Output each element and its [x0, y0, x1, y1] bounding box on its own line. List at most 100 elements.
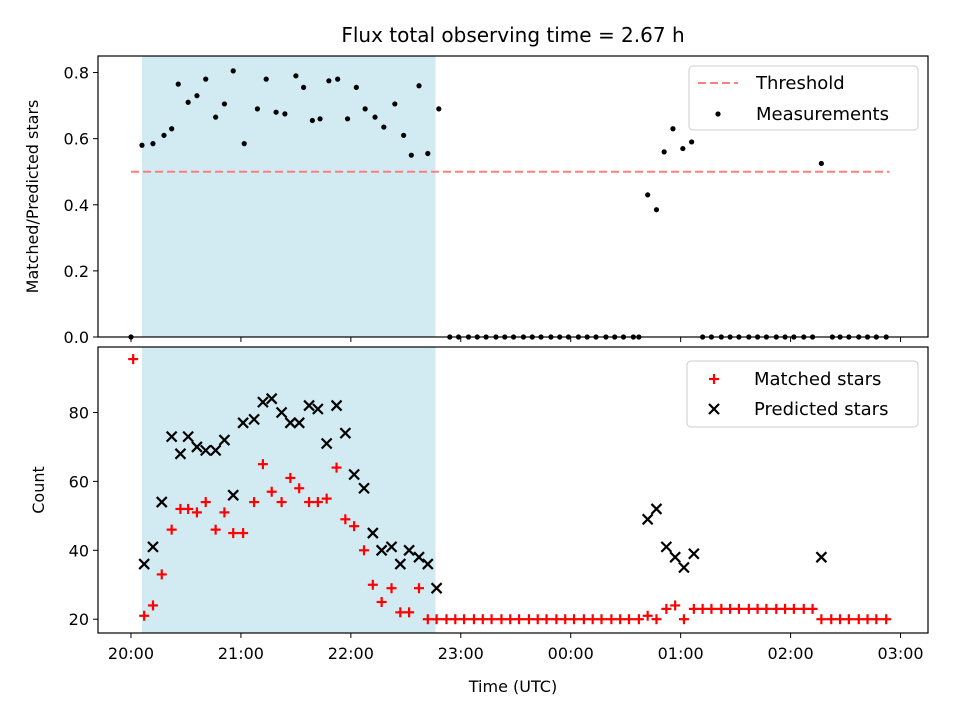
- matched-stars-point: [359, 545, 370, 556]
- matched-stars-point: [200, 497, 211, 508]
- predicted-stars-point: [257, 396, 269, 408]
- top-panel: 0.00.20.40.60.8 Matched/Predicted stars …: [23, 55, 929, 347]
- measurement-point: [344, 116, 351, 122]
- y-tick-label: 20: [69, 610, 89, 629]
- matched-stars-point: [843, 614, 854, 625]
- matched-stars-point: [486, 614, 497, 625]
- predicted-stars-point: [669, 551, 681, 563]
- x-tick-label: 00:00: [548, 644, 594, 663]
- measurement-point: [139, 142, 145, 148]
- matched-stars-point: [367, 579, 378, 590]
- matched-stars-point: [623, 614, 634, 625]
- x-tick-label: 21:00: [218, 644, 264, 663]
- matched-stars-point: [219, 507, 230, 518]
- predicted-stars-point: [155, 496, 168, 508]
- y-tick-label: 0.2: [64, 262, 89, 281]
- measurement-point: [161, 132, 167, 138]
- measurement-point: [645, 192, 651, 198]
- bottom-panel-marks: [128, 354, 892, 625]
- predicted-stars-point: [430, 582, 443, 594]
- predicted-stars-point: [358, 482, 370, 495]
- matched-stars-point: [210, 524, 221, 535]
- matched-stars-point: [569, 614, 580, 625]
- measurement-point: [680, 145, 686, 152]
- legend-predicted-swatch: [708, 403, 720, 415]
- measurement-point: [185, 99, 191, 105]
- matched-stars-point: [404, 607, 415, 618]
- measurement-point: [362, 106, 368, 112]
- bottom-panel-ylabel: Count: [29, 466, 48, 514]
- top-legend-box: [688, 65, 919, 131]
- matched-stars-point: [798, 603, 809, 614]
- matched-stars-point: [422, 614, 433, 625]
- top-panel-yticks: 0.0 0.2 0.4 0.6 0.8: [64, 64, 98, 347]
- matched-stars-point: [871, 614, 882, 625]
- predicted-stars-point: [375, 544, 388, 557]
- bottom-panel-shade: [141, 347, 436, 633]
- measurement-point: [401, 132, 407, 138]
- matched-stars-point: [183, 503, 194, 514]
- predicted-stars-point: [650, 503, 663, 515]
- y-tick-label: 0.8: [64, 64, 89, 83]
- matched-stars-point: [788, 603, 799, 614]
- measurement-point: [416, 83, 422, 89]
- matched-stars-point: [743, 603, 754, 614]
- predicted-stars-point: [339, 427, 352, 439]
- matched-stars-point: [514, 614, 525, 625]
- legend-predicted-label: Predicted stars: [754, 399, 888, 420]
- matched-stars-point: [661, 603, 672, 614]
- predicted-stars-point: [218, 434, 231, 446]
- matched-stars-point: [340, 514, 351, 525]
- matched-stars-point: [228, 528, 239, 539]
- bottom-panel-frame: [97, 346, 929, 634]
- matched-stars-point: [257, 459, 268, 470]
- measurement-point: [436, 106, 442, 112]
- measurement-point: [203, 76, 209, 82]
- y-tick-label: 0.4: [64, 196, 89, 215]
- matched-stars-point: [862, 614, 873, 625]
- measurement-point: [661, 149, 667, 155]
- matched-stars-point: [376, 596, 387, 607]
- matched-stars-point: [771, 603, 782, 614]
- top-panel-ylabel: Matched/Predicted stars: [23, 100, 42, 294]
- predicted-stars-point: [275, 406, 288, 419]
- matched-stars-point: [578, 614, 589, 625]
- matched-stars-point: [321, 493, 332, 504]
- measurement-point: [282, 111, 288, 117]
- matched-stars-point: [166, 524, 177, 535]
- matched-stars-point: [725, 603, 736, 614]
- matched-stars-point: [191, 507, 202, 518]
- measurement-point: [213, 114, 219, 120]
- matched-stars-point: [414, 583, 425, 594]
- bottom-panel: 20 40 60 80 20:00 21:00 22:00 23:00 00:00 01:00 0…: [29, 346, 929, 696]
- y-tick-label: 40: [69, 541, 89, 560]
- legend-matched-label: Matched stars: [754, 369, 881, 390]
- matched-stars-point: [312, 497, 323, 508]
- predicted-stars-point: [678, 561, 690, 574]
- predicted-stars-point: [660, 541, 673, 553]
- matched-stars-point: [606, 614, 617, 625]
- matched-stars-point: [560, 614, 571, 625]
- matched-stars-point: [733, 603, 744, 614]
- x-tick-label: 03:00: [877, 644, 923, 663]
- measurement-point: [653, 207, 660, 213]
- measurement-point: [241, 141, 247, 147]
- measurement-point: [175, 81, 181, 87]
- top-panel-frame: [97, 55, 929, 338]
- top-panel-shade: [141, 56, 436, 337]
- predicted-stars-point: [815, 551, 828, 563]
- measurement-point: [335, 76, 341, 82]
- matched-stars-point: [670, 600, 681, 611]
- matched-stars-point: [477, 614, 488, 625]
- matched-stars-point: [881, 614, 892, 625]
- measurement-point: [293, 73, 299, 79]
- matched-stars-point: [156, 569, 167, 580]
- matched-stars-point: [395, 607, 406, 618]
- matched-stars-point: [459, 614, 470, 625]
- predicted-stars-point: [284, 417, 297, 429]
- matched-stars-point: [139, 610, 150, 621]
- y-tick-label: 0.6: [64, 130, 89, 149]
- matched-stars-point: [642, 610, 653, 621]
- predicted-stars-point: [320, 437, 333, 450]
